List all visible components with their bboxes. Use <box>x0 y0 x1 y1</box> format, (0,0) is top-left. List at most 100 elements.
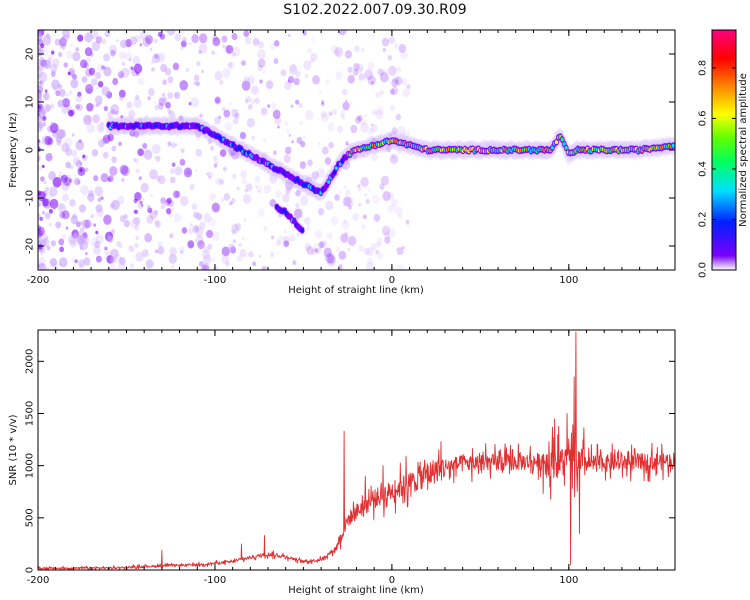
snr-x-tick-label: 0 <box>389 575 395 586</box>
spectrogram-noise-blob <box>86 102 94 112</box>
spectrogram-noise-blob <box>151 67 155 72</box>
spectrogram-noise-blob <box>344 232 348 236</box>
spectrogram-noise-blob <box>78 259 85 268</box>
spectrogram-noise-blob <box>325 79 330 84</box>
spectrogram-noise-blob <box>55 221 62 229</box>
spectrogram-noise-blob <box>347 74 355 84</box>
spectrogram-noise-blob <box>70 43 73 47</box>
spectrogram-noise-blob <box>231 52 236 57</box>
spectrogram-noise-blob <box>114 110 119 116</box>
spectrogram-noise-blob <box>299 161 307 169</box>
spectrogram-noise-blob <box>71 133 75 137</box>
spectrogram-noise-blob <box>52 177 62 188</box>
spectrogram-noise-blob <box>135 168 140 174</box>
spectrogram-noise-blob <box>380 175 390 186</box>
spectrogram-noise-blob <box>73 177 81 186</box>
spectrogram-noise-blob <box>397 213 402 219</box>
spectrogram-y-axis-label: Frequency (Hz) <box>8 112 19 188</box>
spectrogram-noise-blob <box>100 121 104 126</box>
spectrogram-noise-blob <box>261 267 267 270</box>
spectrogram-noise-blob <box>321 102 325 106</box>
spectrogram-noise-blob <box>38 85 44 93</box>
spectrogram-noise-blob <box>90 30 99 40</box>
spectrogram-noise-blob <box>282 193 290 203</box>
spectrogram-noise-blob <box>48 222 52 227</box>
spectrogram-noise-blob <box>38 256 46 266</box>
spectrogram-noise-blob <box>86 87 92 95</box>
spectrogram-noise-blob <box>38 61 45 71</box>
spectrogram-noise-blob <box>314 229 323 239</box>
spectrogram-noise-blob <box>391 127 398 135</box>
spectrogram-noise-blob <box>195 212 203 221</box>
snr-y-tick-label: 1500 <box>25 401 36 426</box>
spectrogram-noise-blob <box>257 41 264 49</box>
spectrogram-noise-blob <box>153 100 156 104</box>
spectrogram-noise-blob <box>192 224 199 233</box>
spectrogram-x-tick-label: -100 <box>204 275 227 286</box>
spectrogram-noise-blob <box>214 116 221 125</box>
spectrogram-noise-blob <box>38 122 44 129</box>
spectrogram-noise-blob <box>214 70 223 81</box>
spectrogram-noise-blob <box>389 35 396 44</box>
spectrogram-noise-blob <box>39 80 43 85</box>
spectrogram-noise-blob <box>43 180 47 185</box>
spectrogram-noise-blob <box>134 242 139 248</box>
spectrogram-noise-blob <box>357 184 361 188</box>
spectrogram-noise-blob <box>295 99 300 105</box>
spectrogram-noise-blob <box>382 47 386 52</box>
spectrogram-noise-blob <box>174 33 182 42</box>
spectrogram-noise-blob <box>269 173 278 184</box>
spectrogram-noise-blob <box>231 198 236 204</box>
spectrogram-noise-blob <box>137 77 145 86</box>
spectrogram-noise-blob <box>222 68 231 79</box>
spectrogram-noise-blob <box>167 30 176 36</box>
spectrogram-noise-blob <box>286 129 290 133</box>
spectrogram-noise-blob <box>215 160 219 165</box>
spectrogram-noise-blob <box>299 120 304 126</box>
spectrogram-noise-blob <box>352 69 359 76</box>
spectrogram-noise-blob <box>129 36 138 45</box>
spectrogram-noise-blob <box>68 109 74 117</box>
spectrogram-noise-blob <box>63 62 69 68</box>
spectrogram-noise-blob <box>190 97 200 108</box>
spectrogram-noise-blob <box>130 218 139 229</box>
spectrogram-noise-blob <box>244 188 248 193</box>
spectrogram-noise-blob <box>223 109 231 118</box>
spectrogram-noise-blob <box>198 33 208 44</box>
spectrogram-noise-blob <box>68 90 73 95</box>
spectrogram-noise-blob <box>46 33 51 39</box>
spectrogram-noise-blob <box>243 218 247 223</box>
spectrogram-noise-blob <box>48 54 54 61</box>
spectrogram-noise-blob <box>153 209 159 216</box>
spectrogram-noise-blob <box>91 41 101 52</box>
spectrogram-noise-blob <box>41 135 50 146</box>
spectrogram-noise-blob <box>315 247 322 255</box>
spectrogram-noise-blob <box>41 211 45 215</box>
spectrogram-noise-blob <box>382 69 387 75</box>
spectrogram-noise-blob <box>46 191 54 201</box>
spectrogram-noise-blob <box>394 206 403 216</box>
spectrogram-noise-blob <box>391 198 399 207</box>
spectrogram-noise-blob <box>278 235 285 244</box>
spectrogram-noise-blob <box>274 189 283 199</box>
spectrogram-noise-blob <box>47 137 54 146</box>
spectrogram-noise-blob <box>165 101 171 109</box>
spectrogram-noise-blob <box>79 245 84 251</box>
spectrogram-noise-blob <box>58 238 65 246</box>
spectrogram-noise-blob <box>269 199 277 208</box>
spectrogram-noise-blob <box>160 197 166 204</box>
spectrogram-noise-blob <box>342 101 350 111</box>
spectrogram-noise-blob <box>371 34 375 38</box>
spectrogram-noise-blob <box>367 127 374 136</box>
spectrogram-noise-blob <box>396 264 405 270</box>
spectrogram-noise-blob <box>326 232 333 240</box>
spectrogram-noise-blob <box>98 124 104 132</box>
spectrogram-noise-blob <box>147 207 153 214</box>
spectrogram-noise-blob <box>83 62 89 69</box>
spectrogram-noise-blob <box>72 213 77 220</box>
spectrogram-noise-blob <box>92 114 100 124</box>
spectrogram-noise-blob <box>62 210 70 220</box>
spectrogram-noise-blob <box>78 204 86 213</box>
page-title: S102.2022.007.09.30.R09 <box>283 2 467 18</box>
spectrogram-noise-blob <box>231 223 240 234</box>
